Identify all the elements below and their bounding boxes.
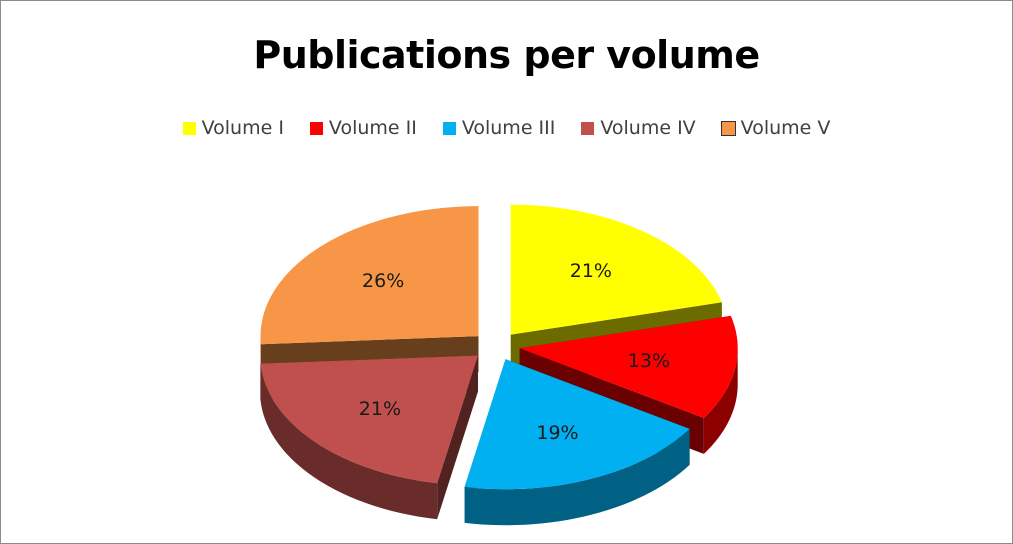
legend-swatch-volume-4 xyxy=(581,121,595,135)
pie-slice-top-volume-4 xyxy=(260,355,478,484)
legend-label-volume-1: Volume I xyxy=(201,117,284,139)
legend-label-volume-2: Volume II xyxy=(328,117,417,139)
data-label-volume-3: 19% xyxy=(536,422,578,444)
legend-swatch-volume-2 xyxy=(309,121,323,135)
legend-swatch-volume-5 xyxy=(720,120,736,136)
pie-slice-volume-3: 19% xyxy=(464,359,690,526)
data-label-volume-5: 26% xyxy=(362,270,404,292)
pie-slice-side-volume-3 xyxy=(464,428,690,526)
chart-legend: Volume I Volume II Volume III Volume IV … xyxy=(1,117,1012,139)
pie-slice-top-volume-5 xyxy=(260,206,479,345)
legend-label-volume-3: Volume III xyxy=(461,117,556,139)
legend-item-volume-1: Volume I xyxy=(182,117,284,139)
legend-swatch-volume-1 xyxy=(182,121,196,135)
chart-title: Publications per volume xyxy=(253,33,760,77)
data-label-volume-1: 21% xyxy=(570,260,612,282)
pie-slice-top-volume-1 xyxy=(510,204,722,335)
data-label-volume-2: 13% xyxy=(628,350,670,372)
pie-slice-side-volume-2 xyxy=(703,348,738,454)
pie-slice-volume-5: 26% xyxy=(260,206,479,381)
legend-item-volume-3: Volume III xyxy=(442,117,556,139)
legend-item-volume-5: Volume V xyxy=(720,117,831,139)
legend-item-volume-4: Volume IV xyxy=(581,117,696,139)
pie-slice-top-volume-2 xyxy=(519,315,738,418)
legend-swatch-volume-3 xyxy=(442,121,456,135)
pie-slice-wall-volume-4-1 xyxy=(437,355,478,520)
pie-slice-volume-4: 21% xyxy=(260,355,478,520)
legend-label-volume-4: Volume IV xyxy=(600,117,696,139)
pie-slice-top-volume-3 xyxy=(464,359,690,490)
pie-slice-side-volume-4 xyxy=(260,363,438,520)
legend-label-volume-5: Volume V xyxy=(740,117,831,139)
data-label-volume-4: 21% xyxy=(359,398,401,420)
legend-item-volume-2: Volume II xyxy=(309,117,417,139)
